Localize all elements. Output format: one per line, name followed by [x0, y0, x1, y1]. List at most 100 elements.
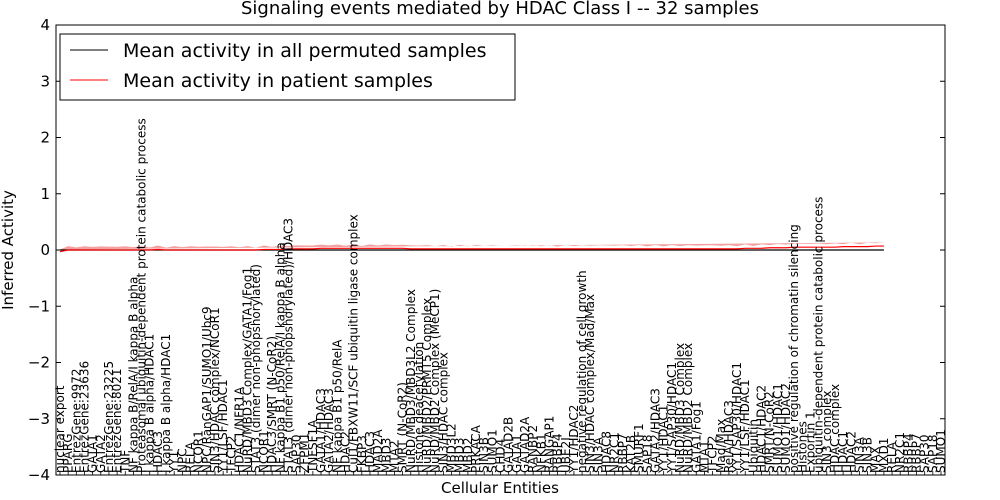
x-tick-label: KAT2B [624, 435, 638, 473]
y-tick-label: 4 [40, 16, 50, 34]
x-tick-label: RELA [885, 441, 899, 473]
x-tick-label: HDAC3 [151, 431, 165, 473]
x-tick-label: YY1/SAP30/HDAC1 [730, 362, 744, 474]
legend-box [59, 33, 516, 101]
x-tick-label: HDAC3/SMRT (N-CoR2) [265, 336, 279, 473]
plot-area [59, 242, 942, 475]
x-tick-label: TFCP2 [224, 436, 238, 474]
x-tick-labels: nuclear exportPPARGEntrezGene:9972Entrez… [53, 118, 948, 474]
x-tick-label: NuRD/MBD2 Complex (MeCP1) [428, 289, 442, 473]
x-tick-label: Histones [795, 421, 809, 473]
x-tick-label: NR2C1 [893, 432, 907, 473]
x-tick-label: SAP30 [290, 434, 304, 473]
x-tick-label: SIN3B [477, 437, 491, 473]
x-tick-label: HDAC3 [363, 431, 377, 473]
x-tick-label: NCOR1 [192, 430, 206, 473]
patient-band [60, 242, 884, 250]
y-tick-label: −2 [28, 354, 50, 372]
x-tick-label: SIN3A [852, 436, 866, 473]
x-tick-label: NuRD/MBD2 Complex [681, 343, 695, 473]
x-tick-label: HDAC1/HDAC2 [755, 385, 769, 473]
x-tick-label: SIN3/HDAC complex/NCoR1 [208, 307, 222, 473]
x-tick-label: SIN3/HDAC complex [436, 352, 450, 473]
x-tick-label: UBE2I [559, 437, 573, 473]
x-tick-label: EntrezGene:8021 [110, 369, 124, 474]
x-tick-label: YY1/HDAC2 [567, 405, 581, 474]
x-tick-label: CHD4 [494, 439, 508, 473]
x-tick-label: Ubiquitin [746, 419, 760, 473]
x-tick-label: SMRT (N-CoR2) [396, 382, 410, 473]
x-tick-label: MXD1 [877, 438, 891, 473]
x-tick-label: GATA2/HDAC3 [648, 388, 662, 473]
x-tick-label: ZFPM1 [298, 433, 312, 473]
x-tick-label: HDAC2 [339, 431, 353, 473]
x-tick-label: GATA2 [94, 434, 108, 473]
x-tick-label: RELA [184, 441, 198, 473]
x-tick-label: Proteasomal ubiquitin-dependent protein … [135, 118, 149, 473]
x-tick-label: GATA1/Fog1 [689, 401, 703, 473]
x-tick-label: MTA1 [697, 440, 711, 473]
x-tick-label: NFKB1 [534, 433, 548, 473]
x-tick-label: MBD2 [461, 438, 475, 473]
x-axis-label: Cellular Entities [441, 479, 559, 497]
legend-label-patient: Mean activity in patient samples [123, 70, 433, 92]
x-tick-label: RANGAP1 [542, 416, 556, 473]
x-tick-label: STAT3 (dimer non-phopshorylated)/HDAC3 [281, 218, 295, 473]
legend: Mean activity in all permuted samples Me… [59, 33, 516, 101]
x-tick-label: MAD2A [371, 429, 385, 473]
x-tick-label: YY1/HDAC1 [657, 405, 671, 474]
x-tick-label: positive regulation of chromatin silenci… [787, 224, 801, 473]
plot-frame [55, 24, 946, 476]
x-tick-label: HDAC2 [844, 431, 858, 473]
x-tick-label: SUMO1/HDAC2 [779, 383, 793, 473]
x-tick-label: Mad/Max [714, 419, 728, 473]
x-tick-label: SAP30 [918, 434, 932, 473]
x-tick-label: HDAC1/NFR1A [232, 386, 246, 473]
x-tick-label: GATA1 [86, 434, 100, 473]
y-tick-label: −3 [28, 410, 50, 428]
x-tick-label: GATA1 [510, 434, 524, 473]
x-tick-label: RBBP7 [910, 433, 924, 473]
y-tick-label: 1 [40, 185, 50, 203]
x-tick-label: NR2C1 [608, 432, 622, 473]
x-tick-label: RelA/HDAC3 [722, 400, 736, 473]
x-tick-label: GATA2/HDAC3 [322, 388, 336, 473]
x-tick-label: HDAC complex [828, 384, 842, 473]
x-tick-label: TNF [118, 450, 132, 474]
x-tick-label: SUMO1/HDAC1 [771, 383, 785, 473]
x-tick-label: NPC [175, 448, 189, 473]
x-tick-label: PRKACA [469, 424, 483, 473]
y-tick-label: −4 [28, 466, 50, 484]
x-tick-label: SIN3 complex [820, 391, 834, 473]
x-tick-label: EntrezGene:23225 [102, 361, 116, 473]
legend-label-permuted: Mean activity in all permuted samples [123, 40, 486, 62]
x-tick-label: negative regulation of cell growth [575, 270, 589, 473]
x-tick-label: Histone deacetylation [412, 342, 426, 473]
x-tick-label: GATAD2A [518, 416, 532, 473]
x-tick-label: RBBP7 [616, 433, 630, 473]
y-axis: −4 −3 −2 −1 0 1 2 3 4 [28, 16, 945, 484]
x-tick-label: Cul1/FBXW11/SCF ubiquitin ligase complex [347, 214, 361, 473]
x-tick-label: HDAC8 [600, 431, 614, 473]
y-tick-label: 0 [40, 241, 50, 259]
x-tick-label: SUMO1 [934, 429, 948, 473]
y-axis-label: Inferred Activity [0, 190, 17, 310]
x-tick-label: MBD3 [379, 438, 393, 473]
x-tick-label: YY1 [167, 451, 181, 474]
x-tick-label: SIN3/HDAC complex/Mad/Max [583, 294, 597, 473]
x-tick-label: NF kappa B1 p50/RelA [330, 339, 344, 473]
x-tick-label: SIN3A [591, 436, 605, 473]
x-tick-label: MAX [869, 446, 883, 473]
x-tick-label: NuRD/MBD2/PRMT5 Complex [420, 298, 434, 473]
x-tick-label: SMURF1 [632, 423, 646, 473]
x-tick-label: NPC/RanGAP1/SUMO1/Ubc9 [200, 306, 214, 473]
y-tick-label: 3 [40, 72, 50, 90]
x-tick-label: EntrezGene:9972 [69, 369, 83, 474]
x-tick-label: MBD3L2 [445, 423, 459, 473]
x-tick-label: YY1/SAP30/HDAC1 [665, 362, 679, 474]
x-tick-label: RBBP4 [901, 433, 915, 473]
x-tick-label: SUMO1 [485, 429, 499, 473]
x-tick-label: GATAD2B [502, 417, 516, 473]
x-tick-label: NCOR1 [257, 430, 271, 473]
